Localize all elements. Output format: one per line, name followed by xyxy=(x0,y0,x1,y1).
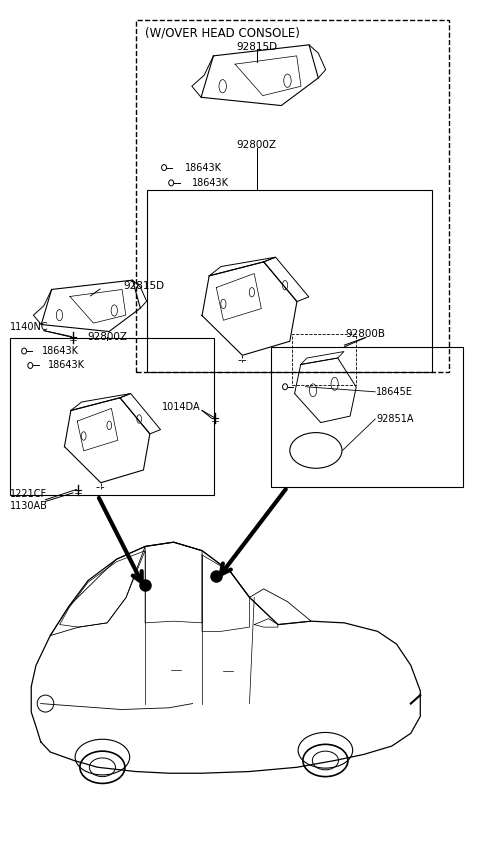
Bar xyxy=(271,347,463,487)
Text: 92851A: 92851A xyxy=(376,414,414,424)
Bar xyxy=(10,339,214,495)
Text: 18643K: 18643K xyxy=(42,346,79,356)
Bar xyxy=(292,334,356,385)
Text: 18643K: 18643K xyxy=(192,178,228,188)
Text: 1140NC: 1140NC xyxy=(10,322,48,333)
Text: 1221CF: 1221CF xyxy=(10,489,47,498)
Text: 18643K: 18643K xyxy=(184,162,221,173)
Text: 18643K: 18643K xyxy=(48,361,85,370)
Text: 92800Z: 92800Z xyxy=(87,332,127,342)
Text: (W/OVER HEAD CONSOLE): (W/OVER HEAD CONSOLE) xyxy=(145,27,300,39)
Text: 92800Z: 92800Z xyxy=(237,139,276,150)
Bar xyxy=(147,190,432,372)
Text: 92800B: 92800B xyxy=(346,329,386,339)
Text: 92815D: 92815D xyxy=(124,280,165,291)
Text: 1014DA: 1014DA xyxy=(162,402,200,412)
Text: 18645E: 18645E xyxy=(376,386,413,397)
Text: 92815D: 92815D xyxy=(236,42,277,52)
Bar xyxy=(136,20,449,372)
Text: 1130AB: 1130AB xyxy=(10,501,48,510)
